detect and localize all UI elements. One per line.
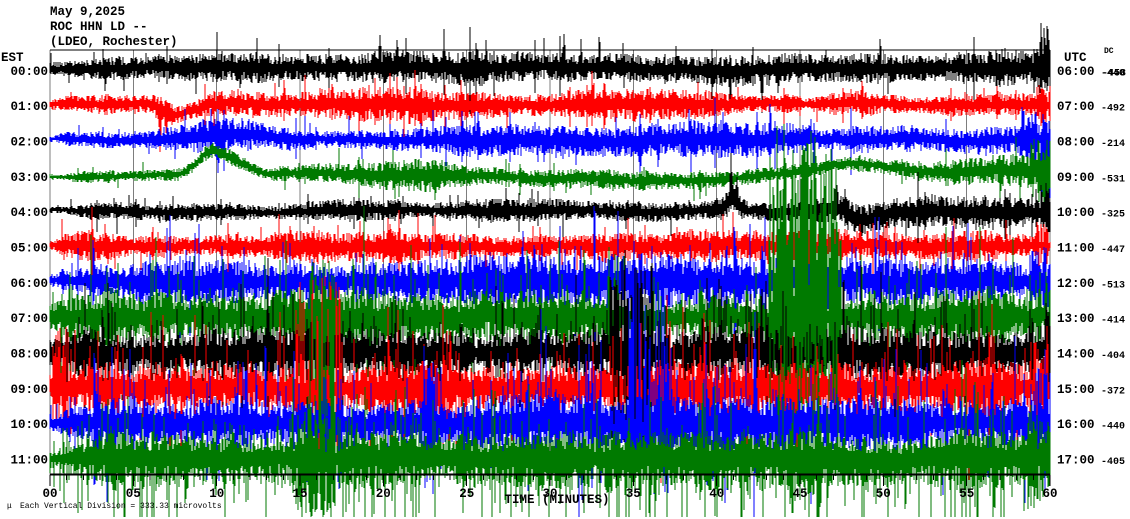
svg-text:20: 20 — [376, 487, 391, 501]
svg-text:08:00: 08:00 — [1057, 136, 1095, 150]
svg-text:50: 50 — [876, 487, 891, 501]
svg-text:14:00: 14:00 — [1057, 348, 1095, 362]
svg-text:-447: -447 — [1101, 245, 1125, 256]
svg-text:55: 55 — [959, 487, 974, 501]
svg-text:ROC HHN LD --: ROC HHN LD -- — [50, 20, 148, 34]
svg-text:TIME (MINUTES): TIME (MINUTES) — [504, 493, 609, 507]
svg-text:May 9,2025: May 9,2025 — [50, 5, 125, 19]
svg-text:35: 35 — [626, 487, 641, 501]
svg-text:08:00: 08:00 — [10, 348, 48, 362]
svg-text:03:00: 03:00 — [10, 171, 48, 185]
svg-text:-440: -440 — [1101, 422, 1125, 433]
svg-text:-458: -458 — [1102, 68, 1126, 79]
svg-text:25: 25 — [459, 487, 474, 501]
svg-text:-531: -531 — [1101, 174, 1125, 185]
svg-text:10: 10 — [209, 487, 224, 501]
svg-text:EST: EST — [1, 51, 24, 65]
svg-text:DC: DC — [1104, 47, 1114, 56]
svg-text:09:00: 09:00 — [1057, 171, 1095, 185]
svg-text:UTC: UTC — [1064, 51, 1087, 65]
svg-text:15:00: 15:00 — [1057, 383, 1095, 397]
svg-text:30: 30 — [542, 487, 557, 501]
svg-text:12:00: 12:00 — [1057, 277, 1095, 291]
svg-text:(LDEO, Rochester): (LDEO, Rochester) — [50, 35, 178, 49]
svg-text:16:00: 16:00 — [1057, 418, 1095, 432]
svg-text:-372: -372 — [1101, 386, 1125, 397]
svg-text:-405: -405 — [1101, 457, 1125, 468]
svg-text:40: 40 — [709, 487, 724, 501]
svg-text:05: 05 — [126, 487, 141, 501]
svg-text:09:00: 09:00 — [10, 383, 48, 397]
svg-text:13:00: 13:00 — [1057, 312, 1095, 326]
svg-text:17:00: 17:00 — [1057, 454, 1095, 468]
svg-text:μ: μ — [7, 502, 12, 511]
svg-text:-404: -404 — [1101, 351, 1125, 362]
svg-text:15: 15 — [292, 487, 307, 501]
svg-text:11:00: 11:00 — [1057, 242, 1095, 256]
svg-text:10:00: 10:00 — [1057, 206, 1095, 220]
svg-text:06:00: 06:00 — [1057, 65, 1095, 79]
svg-text:-440: -440 — [1101, 68, 1125, 79]
svg-text:10:00: 10:00 — [10, 418, 48, 432]
svg-text:02:00: 02:00 — [10, 136, 48, 150]
svg-text:07:00: 07:00 — [10, 312, 48, 326]
svg-text:11:00: 11:00 — [10, 454, 48, 468]
svg-text:04:00: 04:00 — [10, 206, 48, 220]
svg-text:01:00: 01:00 — [10, 100, 48, 114]
svg-text:-492: -492 — [1101, 104, 1125, 115]
svg-text:45: 45 — [792, 487, 807, 501]
svg-text:05:00: 05:00 — [10, 242, 48, 256]
svg-text:60: 60 — [1042, 487, 1057, 501]
svg-text:-214: -214 — [1101, 139, 1125, 150]
svg-text:00:00: 00:00 — [10, 65, 48, 79]
svg-text:07:00: 07:00 — [1057, 100, 1095, 114]
svg-text:-325: -325 — [1101, 210, 1125, 221]
svg-text:06:00: 06:00 — [10, 277, 48, 291]
svg-text:00: 00 — [42, 487, 57, 501]
svg-text:-414: -414 — [1101, 316, 1125, 327]
svg-text:-513: -513 — [1101, 280, 1125, 291]
svg-text:Each Vertical Division = 333.: Each Vertical Division = 333.33 microvol… — [20, 502, 222, 511]
